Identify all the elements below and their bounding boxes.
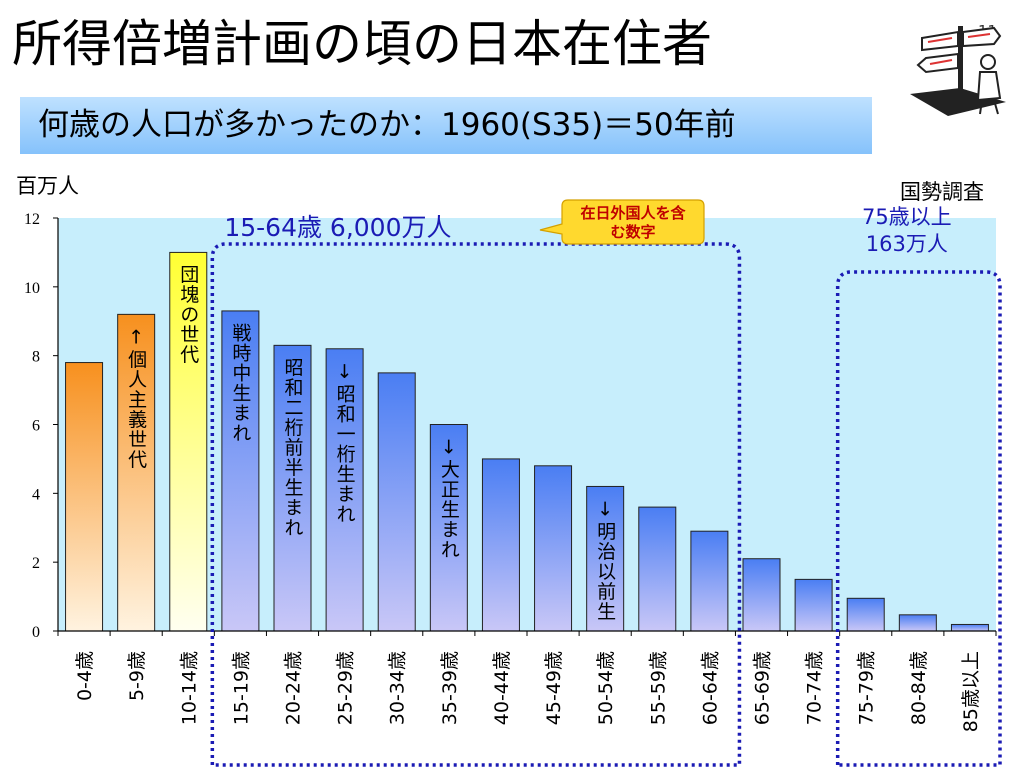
bar-70-74歳 [794,578,833,632]
x-tick-label: 10-14歳 [178,651,200,725]
bar-85歳以上 [950,623,989,632]
x-tick-label: 40-44歳 [491,651,513,725]
bar-5-9歳 [117,313,156,632]
bar-label: 戦時中生まれ [229,323,251,443]
bar-label: ↑個人主義世代 [125,326,147,469]
source-label: 国勢調査 [900,180,984,204]
x-tick-label: 65-69歳 [752,651,774,725]
x-tick-label: 60-64歳 [699,651,721,725]
x-tick-label: 15-19歳 [230,651,252,725]
callout-text: 在日外国人を含 [580,204,686,222]
bar-45-49歳 [534,465,573,632]
callout-bubble [539,199,705,245]
bar-50-54歳 [586,485,625,632]
x-tick-label: 70-74歳 [804,651,826,725]
bar-55-59歳 [638,506,677,632]
bar-0-4歳 [65,362,104,632]
bar-60-64歳 [690,530,729,632]
bar-30-34歳 [377,372,416,632]
bar-label: ↓大正生まれ [438,437,460,560]
y-tick-label: 6 [32,418,40,435]
bar-15-19歳 [221,310,260,632]
bar-20-24歳 [273,344,312,632]
x-tick-label: 5-9歳 [126,651,148,701]
bar-10-14歳 [169,251,208,632]
y-tick-label: 4 [32,486,40,503]
x-tick-label: 85歳以上 [960,651,982,732]
x-tick-label: 50-54歳 [595,651,617,725]
subtitle-banner: 何歳の人口が多かったのか：1960(S35)＝50年前 [20,97,872,154]
bracket-working-age [210,242,742,767]
bar-label: ↓昭和一桁生まれ [334,361,356,524]
y-tick-label: 2 [32,555,40,572]
callout-text: む数字 [610,223,655,241]
x-tick-label: 45-49歳 [543,651,565,725]
bar-label: 昭和二桁前半生まれ [282,357,304,537]
y-tick-label: 0 [32,624,40,641]
bar-35-39歳 [429,424,468,632]
bar-75-79歳 [846,597,885,632]
y-tick-label: 12 [24,211,40,228]
bar-label: 団塊の世代 [177,264,199,364]
annotation-elderly-line: 163万人 [866,232,948,256]
x-tick-label: 20-24歳 [283,651,305,725]
plot-area [58,218,996,631]
bracket-elderly [835,270,1002,767]
y-tick-label: 10 [24,280,40,297]
bar-65-69歳 [742,558,781,632]
x-tick-label: 25-29歳 [335,651,357,725]
annotation-working-age: 15-64歳 6,000万人 [224,213,451,242]
x-tick-label: 80-84歳 [908,651,930,725]
bar-40-44歳 [481,458,520,632]
x-tick-label: 30-34歳 [387,651,409,725]
x-tick-label: 0-4歳 [74,651,96,701]
bar-25-29歳 [325,348,364,632]
y-tick-label: 8 [32,349,40,366]
slide-title: 所得倍増計画の頃の日本在住者 [12,15,712,73]
signpost-figure-icon [910,26,1006,116]
x-tick-label: 55-59歳 [647,651,669,725]
annotation-elderly-line: 75歳以上 [862,205,952,229]
bar-80-84歳 [898,614,937,632]
y-axis-unit-label: 百万人 [16,174,79,198]
x-tick-label: 35-39歳 [439,651,461,725]
x-tick-label: 75-79歳 [856,651,878,725]
bar-label: ↓明治以前生 [594,498,616,621]
